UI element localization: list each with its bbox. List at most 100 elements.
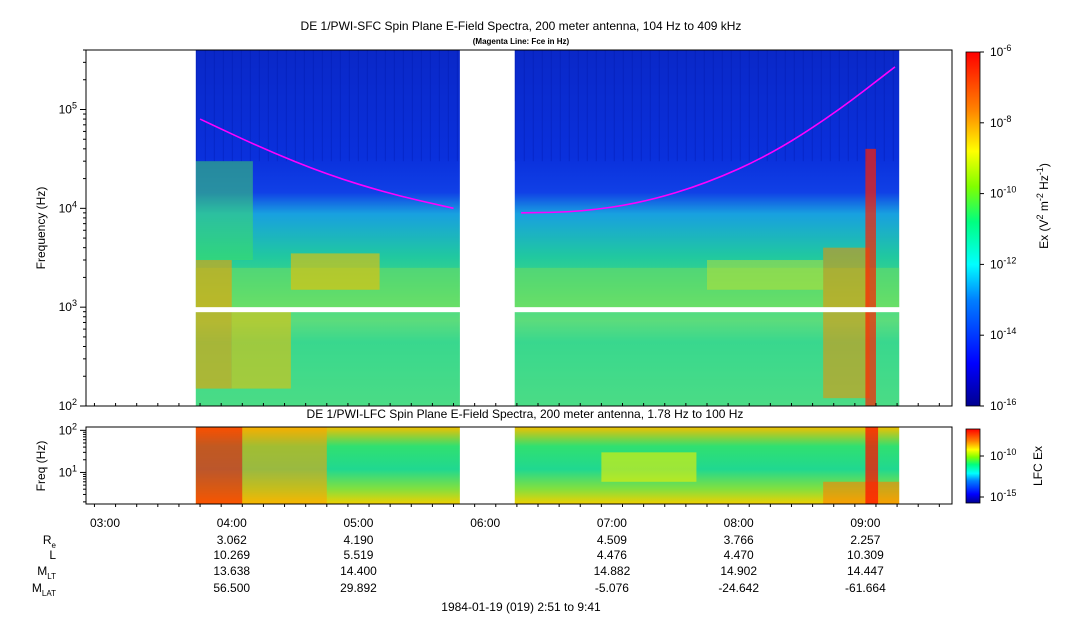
sfc-plot-frame bbox=[85, 49, 953, 407]
sfc-texture-stripe bbox=[222, 50, 224, 162]
sfc-emission-patch bbox=[823, 247, 870, 399]
fce-line-segment bbox=[521, 66, 896, 214]
sfc-spectrogram bbox=[86, 50, 952, 406]
sfc-y-ticks: 102 103 104 105 bbox=[59, 49, 86, 413]
ephemeris-row-label: Re bbox=[43, 533, 57, 550]
sfc-texture-stripe bbox=[348, 50, 350, 162]
sfc-texture-stripe bbox=[604, 50, 606, 162]
sfc-texture-stripe bbox=[231, 50, 233, 162]
ephemeris-value: 4.470 bbox=[724, 548, 754, 562]
sfc-emission-patch bbox=[231, 311, 291, 389]
sfc-texture-stripe bbox=[874, 50, 876, 162]
sfc-texture-stripe bbox=[730, 50, 732, 162]
sfc-texture-stripe bbox=[357, 50, 359, 162]
sfc-texture-stripe bbox=[820, 50, 822, 162]
ephemeris-row-label: L bbox=[49, 548, 56, 562]
ephemeris-value: 3.766 bbox=[724, 533, 754, 547]
sfc-texture-stripe bbox=[793, 50, 795, 162]
sfc-colorbar bbox=[965, 51, 981, 407]
time-axis: 03:00 04:00 05:00 06:00 07:00 08:00 09:00 bbox=[90, 403, 940, 530]
sfc-texture-stripe bbox=[411, 50, 413, 162]
sfc-texture-stripe bbox=[676, 50, 678, 162]
sfc-colorbar-tick-label: 10-10 bbox=[990, 185, 1016, 201]
ephemeris-value: 5.519 bbox=[343, 548, 373, 562]
sfc-texture-stripe bbox=[420, 50, 422, 162]
sfc-colorbar-tick-label: 10-6 bbox=[990, 43, 1011, 59]
time-tick-label: 05:00 bbox=[343, 516, 373, 530]
sfc-band-gap bbox=[86, 307, 952, 313]
sfc-texture-stripe bbox=[640, 50, 642, 162]
sfc-colorbar-tick-label: 10-16 bbox=[990, 397, 1016, 413]
ephemeris-value: -61.664 bbox=[845, 581, 886, 595]
lfc-colorbar-label: LFC Ex bbox=[1031, 446, 1045, 486]
sfc-texture-stripe bbox=[276, 50, 278, 162]
sfc-texture-stripe bbox=[213, 50, 215, 162]
sfc-y-tick-label: 102 bbox=[59, 397, 77, 413]
lfc-spectrogram bbox=[195, 427, 900, 504]
sfc-y-tick-label: 104 bbox=[59, 199, 77, 215]
sfc-texture-stripe bbox=[595, 50, 597, 162]
sfc-texture-stripe bbox=[865, 50, 867, 162]
sfc-texture-stripe bbox=[312, 50, 314, 162]
sfc-texture-stripe bbox=[384, 50, 386, 162]
sfc-colorbar-tick-label: 10-8 bbox=[990, 114, 1011, 130]
sfc-texture-stripe bbox=[658, 50, 660, 162]
sfc-texture-stripe bbox=[456, 50, 458, 162]
lfc-emission-patch bbox=[242, 427, 327, 504]
ephemeris-value: 56.500 bbox=[213, 581, 250, 595]
sfc-texture-stripe bbox=[258, 50, 260, 162]
sfc-texture-stripe bbox=[784, 50, 786, 162]
ephemeris-value: 4.476 bbox=[597, 548, 627, 562]
lfc-y-tick-label: 102 bbox=[59, 421, 77, 437]
ephemeris-value: 14.902 bbox=[720, 564, 757, 578]
ephemeris-value: 14.447 bbox=[847, 564, 884, 578]
ephemeris-row-label: MLT bbox=[37, 564, 56, 581]
sfc-texture-stripe bbox=[622, 50, 624, 162]
sfc-texture-stripe bbox=[838, 50, 840, 162]
time-tick-label: 03:00 bbox=[90, 516, 120, 530]
sfc-texture-stripe bbox=[523, 50, 525, 162]
sfc-texture-stripe bbox=[330, 50, 332, 162]
sfc-y-tick-label: 105 bbox=[59, 101, 77, 117]
sfc-texture-stripe bbox=[204, 50, 206, 162]
sfc-texture-stripe bbox=[559, 50, 561, 162]
sfc-emission-patch bbox=[865, 148, 876, 406]
sfc-texture-stripe bbox=[514, 50, 516, 162]
time-range-footer: 1984-01-19 (019) 2:51 to 9:41 bbox=[441, 600, 601, 614]
lfc-colorbar bbox=[965, 428, 981, 504]
sfc-texture-stripe bbox=[739, 50, 741, 162]
lfc-y-ticks: 101 102 bbox=[59, 421, 86, 503]
sfc-texture-stripe bbox=[402, 50, 404, 162]
sfc-emission-patch bbox=[195, 161, 253, 261]
ephemeris-value: 14.882 bbox=[594, 564, 631, 578]
sfc-texture-stripe bbox=[532, 50, 534, 162]
sfc-emission-patch bbox=[706, 260, 824, 290]
sfc-texture-stripe bbox=[811, 50, 813, 162]
ephemeris-table: Re 3.062 4.190 4.509 3.766 2.257 L 10.269 5.519 4… bbox=[32, 533, 886, 598]
sfc-texture-stripe bbox=[195, 50, 197, 162]
sfc-texture-stripe bbox=[550, 50, 552, 162]
sfc-texture-stripe bbox=[703, 50, 705, 162]
sfc-texture-stripe bbox=[577, 50, 579, 162]
fce-magenta-line bbox=[199, 66, 896, 214]
sfc-texture-stripe bbox=[721, 50, 723, 162]
sfc-texture-stripe bbox=[366, 50, 368, 162]
sfc-texture-stripe bbox=[892, 50, 894, 162]
ephemeris-value: 10.269 bbox=[213, 548, 250, 562]
ephemeris-value: 14.400 bbox=[340, 564, 377, 578]
sfc-y-axis-label: Frequency (Hz) bbox=[34, 187, 48, 270]
sfc-colorbar-ticks: 10-6 10-8 10-10 10-12 10-14 10-16 bbox=[980, 43, 1016, 413]
sfc-emission-patch bbox=[290, 253, 380, 290]
sfc-texture-stripe bbox=[667, 50, 669, 162]
ephemeris-value: 4.509 bbox=[597, 533, 627, 547]
sfc-texture-stripe bbox=[613, 50, 615, 162]
sfc-panel-title: DE 1/PWI-SFC Spin Plane E-Field Spectra,… bbox=[301, 19, 742, 33]
ephemeris-value: 29.892 bbox=[340, 581, 377, 595]
sfc-texture-stripe bbox=[568, 50, 570, 162]
sfc-texture-stripe bbox=[766, 50, 768, 162]
sfc-texture-stripe bbox=[802, 50, 804, 162]
time-tick-label: 04:00 bbox=[217, 516, 247, 530]
sfc-texture-stripe bbox=[649, 50, 651, 162]
sfc-y-tick-label: 103 bbox=[59, 298, 77, 314]
